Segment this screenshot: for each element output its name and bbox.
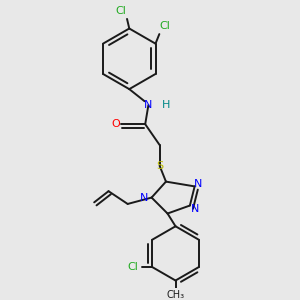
Text: N: N bbox=[144, 100, 153, 110]
Text: N: N bbox=[140, 193, 148, 202]
Text: CH₃: CH₃ bbox=[167, 290, 184, 300]
Text: Cl: Cl bbox=[128, 262, 138, 272]
Text: S: S bbox=[156, 161, 163, 171]
Text: O: O bbox=[111, 119, 120, 129]
Text: Cl: Cl bbox=[160, 21, 170, 31]
Text: N: N bbox=[190, 204, 199, 214]
Text: H: H bbox=[162, 100, 170, 110]
Text: Cl: Cl bbox=[116, 6, 127, 16]
Text: N: N bbox=[194, 179, 202, 189]
